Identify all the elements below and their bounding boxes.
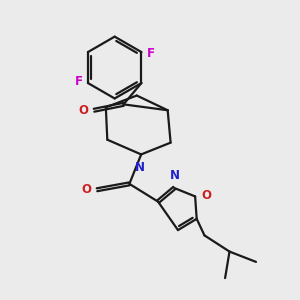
Text: N: N	[170, 169, 180, 182]
Text: F: F	[147, 47, 155, 60]
Text: F: F	[75, 75, 83, 88]
Text: O: O	[78, 104, 88, 117]
Text: N: N	[135, 161, 145, 174]
Text: O: O	[81, 183, 91, 196]
Text: O: O	[202, 189, 212, 202]
